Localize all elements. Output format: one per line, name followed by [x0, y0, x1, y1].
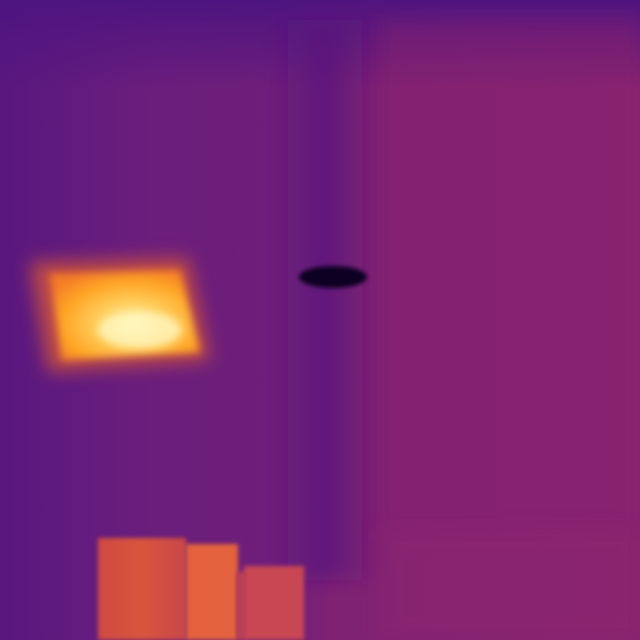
warm-block-gap — [236, 572, 246, 640]
warm-block-middle — [186, 544, 238, 640]
cold-spot — [299, 266, 367, 288]
hot-spot-core — [98, 312, 182, 348]
right-wall-panel — [380, 20, 640, 540]
warm-block-left — [98, 538, 186, 640]
floor-region — [380, 530, 640, 640]
warm-block-right — [244, 566, 304, 640]
wall-corner-seam — [270, 20, 380, 580]
